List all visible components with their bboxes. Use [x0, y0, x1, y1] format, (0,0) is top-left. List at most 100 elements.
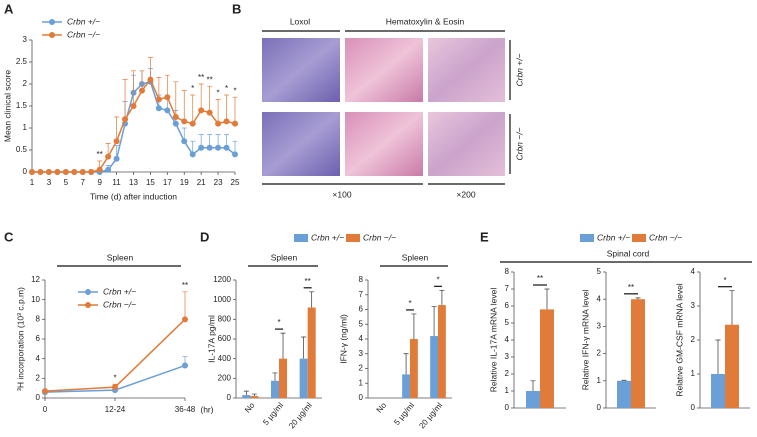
- y-axis-label: IFN-γ (ng/ml): [338, 314, 348, 364]
- point: [232, 120, 238, 127]
- error-bar: [232, 96, 238, 124]
- x-axis-label: Time (d) after induction: [90, 191, 177, 201]
- point: [122, 116, 129, 123]
- y-tick-label: 800: [218, 314, 232, 323]
- point: [181, 138, 188, 145]
- bar: [402, 374, 410, 398]
- y-axis-label: IL-17A pg/ml: [206, 315, 216, 363]
- y-tick-label: 6: [505, 301, 510, 310]
- significance: **: [305, 277, 311, 286]
- y-tick-label: 0: [691, 403, 696, 412]
- micrograph: [345, 38, 423, 102]
- y-tick-label: 2: [359, 364, 364, 373]
- error-bar: [530, 380, 536, 391]
- x-tick-label: 12-24: [105, 405, 126, 414]
- x-tick-label: 17: [163, 178, 172, 187]
- y-axis-label: ³H incorporation (10³ c.p.m): [15, 287, 25, 391]
- point: [155, 96, 162, 103]
- error-bar: [439, 289, 445, 306]
- x-tick-label: 3: [47, 178, 52, 187]
- bar: [438, 305, 446, 398]
- row-label: Crbn −/−: [514, 127, 524, 160]
- y-tick-label: 2: [36, 373, 41, 382]
- significance: *: [225, 84, 228, 93]
- significance: *: [217, 89, 220, 98]
- significance: *: [191, 84, 194, 93]
- x-tick-label: 7: [81, 178, 86, 187]
- magnification: ×200: [456, 189, 475, 199]
- error-bar: [147, 57, 153, 80]
- point: [42, 388, 48, 395]
- panel-label: B: [232, 1, 241, 16]
- error-bar: [403, 353, 409, 375]
- legend-label: Crbn +/−: [67, 16, 100, 26]
- y-tick-label: 400: [218, 354, 232, 363]
- y-tick-label: 4: [36, 354, 41, 363]
- error-bar: [198, 83, 204, 111]
- x-tick-label: 5: [64, 178, 69, 187]
- point: [71, 169, 78, 175]
- y-tick-label: 3: [691, 301, 696, 310]
- y-tick-label: 3: [597, 322, 602, 331]
- micrograph: [428, 112, 505, 176]
- error-bar: [280, 332, 286, 359]
- micrograph: [262, 112, 340, 176]
- bar: [617, 380, 631, 408]
- panel-label: C: [4, 229, 14, 244]
- error-bar: [621, 379, 627, 381]
- x-tick-label: 20 µg/ml: [287, 401, 314, 431]
- legend-label: Crbn −/−: [103, 299, 136, 309]
- point: [88, 169, 95, 175]
- significance: *: [723, 276, 726, 285]
- x-tick-label: 0: [43, 405, 48, 414]
- point: [223, 118, 230, 125]
- x-tick-label: 23: [214, 178, 223, 187]
- bar: [242, 395, 251, 398]
- panel-label: E: [480, 229, 489, 244]
- chart-title: Spleen: [271, 252, 298, 262]
- point: [96, 166, 103, 173]
- y-tick-label: 4: [359, 334, 364, 343]
- y-tick-label: 2.5: [16, 57, 28, 66]
- magnification: ×100: [332, 189, 351, 199]
- point: [206, 144, 213, 151]
- significance: **: [207, 75, 213, 84]
- point: [232, 151, 238, 158]
- x-axis-label: (hr): [200, 404, 213, 414]
- x-tick-label: 9: [97, 178, 102, 187]
- y-tick-label: 2: [597, 349, 602, 358]
- y-tick-label: 1000: [213, 295, 231, 304]
- bar: [711, 374, 725, 408]
- chart-title: Spleen: [402, 252, 429, 262]
- point: [198, 144, 205, 151]
- y-tick-label: 4: [597, 294, 602, 303]
- point: [206, 109, 213, 116]
- bar: [279, 358, 288, 398]
- error-bar: [243, 390, 249, 396]
- point: [189, 120, 196, 127]
- x-tick-label: 5 µg/ml: [261, 401, 285, 427]
- y-tick-label: 3: [359, 349, 364, 358]
- error-bar: [122, 79, 128, 120]
- legend-label: Crbn −/−: [67, 29, 100, 39]
- point: [105, 166, 112, 173]
- bar: [631, 299, 645, 408]
- y-tick-label: 5: [359, 319, 364, 328]
- legend-marker: [49, 32, 55, 38]
- histology: Loxol Hematoxylin & Eosin Crbn +/− Crbn …: [262, 16, 524, 199]
- y-tick-label: 12: [31, 275, 40, 284]
- point: [45, 169, 52, 175]
- y-tick-label: 4: [691, 267, 696, 276]
- significance: *: [436, 275, 439, 284]
- y-tick-label: 7: [359, 290, 364, 299]
- y-tick-label: 7: [505, 284, 510, 293]
- error-bar: [729, 290, 735, 325]
- point: [130, 103, 137, 109]
- point: [164, 94, 171, 101]
- significance: *: [233, 86, 236, 95]
- point: [138, 87, 145, 94]
- x-tick-label: 15: [146, 178, 155, 187]
- legend-marker: [85, 302, 91, 308]
- point: [155, 105, 162, 112]
